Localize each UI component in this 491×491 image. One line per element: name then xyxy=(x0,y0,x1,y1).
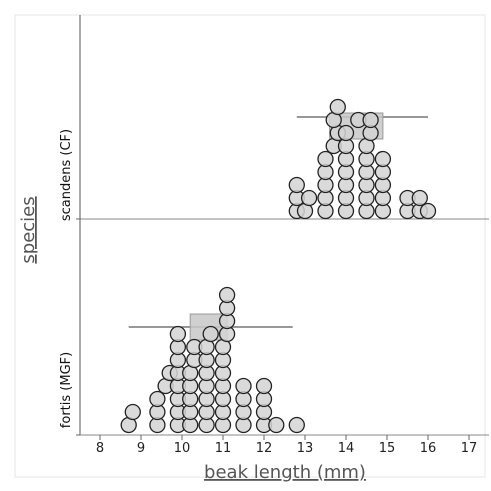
data-point xyxy=(218,286,236,304)
data-point xyxy=(411,189,428,207)
x-tick-label: 14 xyxy=(338,441,355,456)
x-tick-label: 16 xyxy=(420,441,437,456)
data-point xyxy=(268,416,285,434)
data-point xyxy=(374,150,392,168)
y-axis-title: species xyxy=(18,196,39,263)
x-axis-title: beak length (mm) xyxy=(204,462,366,483)
data-point xyxy=(317,150,334,168)
x-tick-label: 17 xyxy=(461,441,478,456)
data-point xyxy=(300,189,318,207)
x-tick-label: 12 xyxy=(256,441,273,456)
data-point xyxy=(149,390,166,408)
category-label: fortis (MGF) xyxy=(59,352,74,428)
x-tick-label: 15 xyxy=(379,441,396,456)
data-point xyxy=(329,98,346,116)
data-point xyxy=(362,111,379,129)
axes-layer: 8 9 10 11 12 13 14 15 16 17 scandens (CF) fortis (M… xyxy=(59,15,489,456)
data-point xyxy=(419,202,437,220)
data-point xyxy=(288,176,305,194)
category-label: scandens (CF) xyxy=(59,129,74,221)
x-tick-label: 8 xyxy=(96,441,104,456)
data-point xyxy=(337,124,355,142)
data-point xyxy=(288,416,305,434)
data-point xyxy=(202,325,219,343)
data-point xyxy=(124,403,141,421)
x-tick-label: 13 xyxy=(297,441,314,456)
data-point xyxy=(255,377,273,395)
data-point xyxy=(235,377,252,395)
x-tick-label: 11 xyxy=(215,441,232,456)
x-tick-label: 10 xyxy=(174,441,191,456)
x-tick-label: 9 xyxy=(137,441,145,456)
marks-layer xyxy=(120,98,437,434)
data-point xyxy=(169,325,187,343)
chart-frame xyxy=(14,14,486,478)
